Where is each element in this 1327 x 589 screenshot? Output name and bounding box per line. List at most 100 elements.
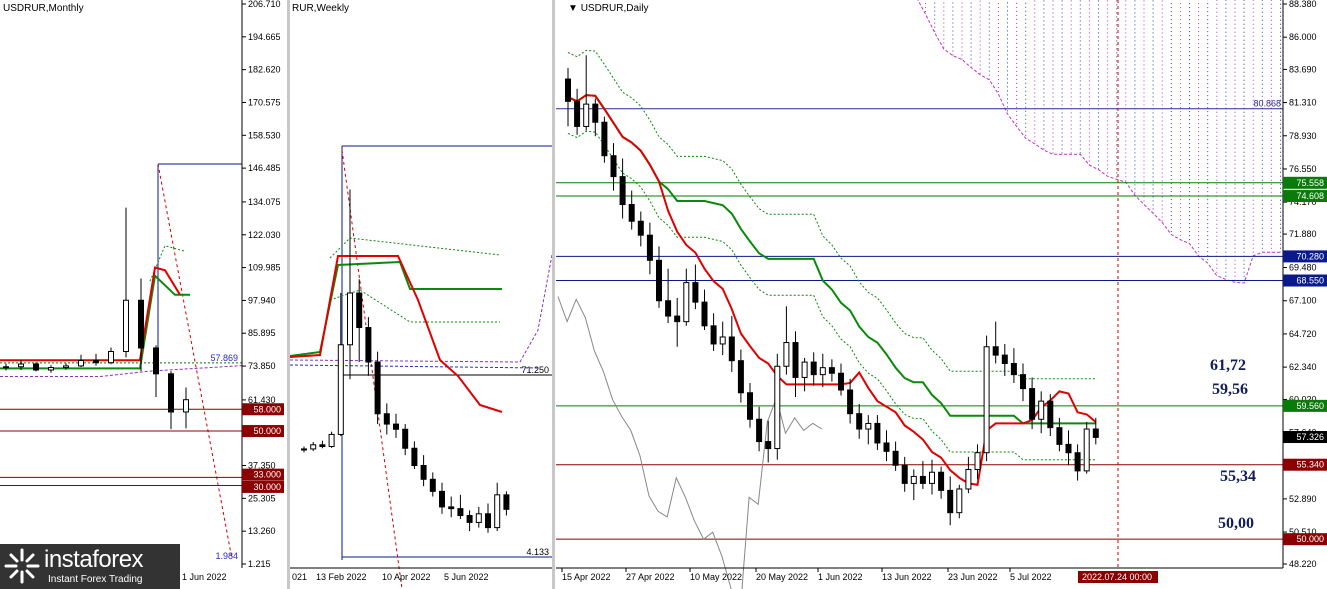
- annotation-50-00: 50,00: [1218, 515, 1254, 532]
- price-tick-label: 88.380: [1289, 0, 1317, 9]
- price-level-tag: [242, 425, 284, 438]
- bear-candle: [992, 346, 999, 356]
- bull-candle: [48, 367, 54, 371]
- bull-candle: [3, 366, 9, 369]
- kijun-lower-dotted: [329, 289, 500, 323]
- price-level-tag: [1283, 190, 1327, 203]
- price-tick-label: 109.985: [248, 263, 281, 273]
- weekly-chart-title: RUR,Weekly: [292, 3, 350, 14]
- bull-candle: [18, 363, 24, 368]
- monthly-chart-title: USDRUR,Monthly: [3, 3, 84, 14]
- price-tick-label: 62.340: [1289, 362, 1317, 372]
- bull-candle: [974, 452, 981, 470]
- bull-candle: [78, 359, 84, 367]
- bear-candle: [765, 441, 772, 450]
- price-tick-label: 194.665: [248, 32, 281, 42]
- price-tick-label: 37.350: [248, 461, 276, 471]
- bear-candle: [601, 121, 608, 157]
- price-level-tag: [1283, 399, 1327, 412]
- price-level-tag-label: 68.550: [1296, 276, 1324, 286]
- bull-candle: [956, 488, 963, 514]
- bear-candle: [828, 367, 835, 374]
- time-tick-label: 1 Jun 2022: [818, 572, 863, 582]
- price-level-tag: [1283, 431, 1327, 444]
- price-tick-label: 146.485: [248, 163, 281, 173]
- logo-tagline: Instant Forex Trading: [48, 574, 143, 585]
- price-level-tag-label: 58.000: [253, 404, 281, 414]
- price-level-note: 71.250: [521, 365, 549, 375]
- time-tick-label: 20 May 2022: [756, 572, 808, 582]
- bear-candle: [883, 442, 890, 452]
- price-tick-label: 25.305: [248, 493, 276, 503]
- bear-candle: [1001, 354, 1008, 364]
- daily-chart-panel: 88.380 86.000 83.690 81.310 78.930 76.550 74.1…: [556, 0, 1327, 589]
- kijun-upper-dotted: [567, 49, 1096, 380]
- bull-candle: [123, 299, 129, 352]
- cloud-edge-line: [0, 365, 243, 378]
- bear-candle: [1074, 452, 1081, 472]
- bear-candle: [892, 450, 899, 466]
- panel-separator[interactable]: [552, 0, 555, 589]
- time-tick-label: 13 Feb 2022: [316, 572, 367, 582]
- bear-candle: [1056, 427, 1063, 445]
- bear-candle: [411, 447, 418, 466]
- bear-candle: [319, 444, 326, 448]
- kijun-sen-line: [290, 260, 502, 357]
- price-tick-label: 182.620: [248, 65, 281, 75]
- bull-candle: [783, 342, 790, 367]
- bear-candle: [93, 359, 99, 364]
- bear-candle: [656, 259, 662, 302]
- price-tick-label: 170.575: [248, 97, 281, 107]
- tenkan-sen-line: [567, 94, 1097, 486]
- cursor-time-label: 2022.07.24 00:00: [1082, 572, 1152, 582]
- cursor-time-box: [1078, 571, 1158, 583]
- price-level-tag-label: 57.326: [1296, 432, 1324, 442]
- bear-candle: [838, 372, 844, 391]
- bull-candle: [965, 468, 972, 490]
- price-tick-label: 206.710: [248, 0, 281, 9]
- price-level-tag: [1283, 176, 1327, 189]
- price-level-note: 80.868: [1253, 99, 1281, 109]
- bear-candle: [138, 299, 144, 349]
- time-tick-label: 5 Jul 2022: [1010, 572, 1052, 582]
- bear-candle: [592, 103, 599, 123]
- price-tick-label: 48.220: [1289, 559, 1317, 569]
- price-tick-label: 85.895: [248, 328, 276, 338]
- monthly-chart: 206.710 194.665 182.620 170.575 158.530 146.4…: [0, 0, 284, 582]
- bear-candle: [701, 301, 708, 327]
- price-tick-label: 71.880: [1289, 229, 1317, 239]
- bear-candle: [810, 361, 817, 376]
- bear-candle: [1047, 400, 1054, 429]
- price-tick-label: 134.075: [248, 197, 281, 207]
- bear-candle: [365, 327, 372, 363]
- collapse-arrow-icon[interactable]: ▼: [568, 3, 578, 14]
- daily-chart-title: ▼ USDRUR,Daily: [568, 3, 649, 14]
- bear-candle: [728, 336, 735, 362]
- kijun-lower-dotted: [567, 130, 1096, 461]
- bear-candle: [747, 392, 753, 420]
- price-level-tag-label: 50.000: [253, 426, 281, 436]
- bull-candle: [183, 399, 189, 413]
- bull-candle: [347, 292, 353, 346]
- bear-candle: [1065, 443, 1072, 454]
- price-tick-label: 158.530: [248, 130, 281, 140]
- bull-candle: [63, 365, 69, 369]
- bull-candle: [683, 282, 690, 323]
- price-level-tag-label: 30.000: [253, 482, 281, 492]
- bear-candle: [874, 422, 881, 444]
- bear-candle: [637, 220, 644, 236]
- price-level-tag-label: 59.560: [1296, 401, 1324, 411]
- bear-candle: [393, 423, 399, 430]
- bear-candle: [792, 342, 799, 378]
- price-tick-label: 86.000: [1289, 32, 1317, 42]
- bull-candle: [865, 422, 872, 430]
- cloud-edge-line: [290, 364, 541, 369]
- fibonacci-ray: [157, 163, 233, 560]
- time-tick-label: 10 May 2022: [690, 572, 742, 582]
- panel-separator[interactable]: [287, 0, 290, 589]
- bear-candle: [1029, 388, 1036, 420]
- instaforex-star-icon: [4, 548, 40, 584]
- bear-candle: [383, 413, 390, 425]
- bull-candle: [1038, 400, 1045, 420]
- bear-candle: [1010, 362, 1017, 376]
